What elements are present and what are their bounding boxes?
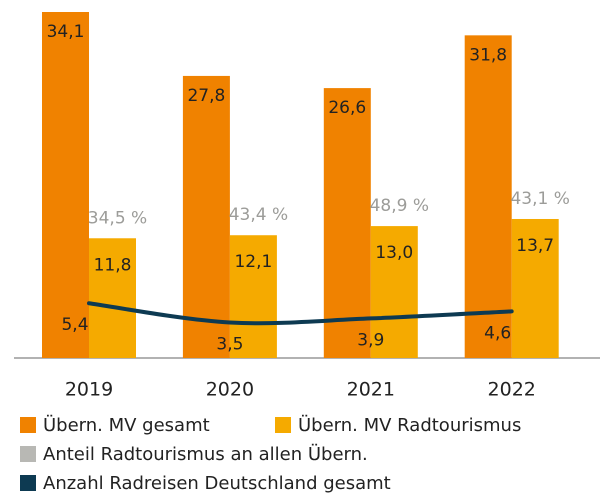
line-value-label: 4,6 <box>484 323 511 343</box>
bar <box>511 218 559 358</box>
legend-swatch <box>20 446 36 462</box>
bar-value-label: 34,1 <box>47 22 85 42</box>
legend-label: Anteil Radtourismus an allen Übern. <box>43 443 368 465</box>
bar-value-label: 31,8 <box>469 45 507 65</box>
x-tick-label: 2021 <box>347 379 395 401</box>
x-tick-label: 2019 <box>65 379 113 401</box>
legend-label: Übern. MV Radtourismus <box>298 414 521 436</box>
bar <box>370 226 418 358</box>
bar-value-label: 12,1 <box>234 252 272 272</box>
bar-value-label: 27,8 <box>187 86 225 106</box>
line-value-label: 3,5 <box>216 334 243 354</box>
legend-label: Anzahl Radreisen Deutschland gesamt <box>43 473 391 494</box>
bar <box>42 12 89 358</box>
legend-swatch <box>275 417 291 433</box>
share-label: 34,5 % <box>88 208 147 228</box>
bar <box>229 235 277 358</box>
bar <box>89 238 136 358</box>
legend-swatch <box>20 475 36 491</box>
line-value-label: 5,4 <box>61 315 88 335</box>
bar <box>182 75 230 358</box>
share-label: 43,4 % <box>229 205 288 225</box>
bar <box>464 35 512 358</box>
share-label: 43,1 % <box>510 189 569 209</box>
x-tick-label: 2020 <box>206 379 254 401</box>
share-label: 48,9 % <box>370 196 429 216</box>
bar-value-label: 26,6 <box>328 98 366 118</box>
legend-swatch <box>20 417 36 433</box>
bar-value-label: 13,0 <box>375 243 413 263</box>
bar <box>323 88 371 359</box>
bar-value-label: 13,7 <box>516 236 554 256</box>
line <box>87 301 514 326</box>
bar-value-label: 11,8 <box>94 255 132 275</box>
legend-label: Übern. MV gesamt <box>43 414 210 436</box>
x-tick-label: 2022 <box>488 379 536 401</box>
line-value-label: 3,9 <box>357 330 384 350</box>
